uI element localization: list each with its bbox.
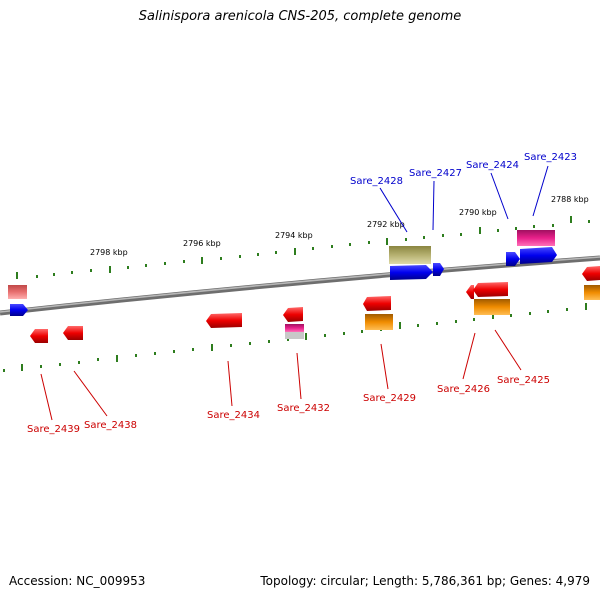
gene-label-sare-2438: Sare_2438 — [84, 420, 137, 431]
gene-arrow-reverse — [363, 296, 391, 311]
kbp-label-2796: 2796 kbp — [183, 239, 221, 248]
kbp-label-2790: 2790 kbp — [459, 208, 497, 217]
gene-arrow-reverse — [30, 329, 48, 343]
genome-summary-text: Topology: circular; Length: 5,786,361 bp… — [260, 574, 590, 588]
kbp-label-2788: 2788 kbp — [551, 195, 589, 204]
gene-arrow-forward — [390, 265, 433, 280]
kbp-label-2798: 2798 kbp — [90, 248, 128, 257]
upper-scale-ticks — [16, 216, 590, 279]
gene-label-sare-2426: Sare_2426 — [437, 384, 490, 395]
gene-arrow-forward — [10, 304, 28, 316]
gene-label-sare-2439: Sare_2439 — [27, 424, 80, 435]
gene-feature-pink — [285, 324, 304, 332]
kbp-label-2792: 2792 kbp — [367, 220, 405, 229]
gene-label-sare-2432: Sare_2432 — [277, 403, 330, 414]
gene-feature-orange — [365, 314, 393, 330]
map-title: Salinispora arenicola CNS-205, complete … — [138, 9, 462, 24]
lower-label-leaders — [40, 329, 522, 421]
gene-arrow-reverse — [473, 282, 508, 297]
gene-feature-salmon — [8, 285, 27, 299]
gene-label-sare-2423: Sare_2423 — [524, 152, 577, 163]
gene-arrow-reverse — [582, 266, 600, 281]
gene-arrow-reverse — [283, 307, 303, 322]
gene-feature-pink — [517, 230, 555, 246]
gene-label-sare-2427: Sare_2427 — [409, 168, 462, 179]
gene-arrow-forward — [506, 252, 520, 266]
upper-label-leaders — [379, 165, 549, 233]
gene-arrow-reverse — [466, 285, 474, 299]
gene-label-sare-2425: Sare_2425 — [497, 375, 550, 386]
gene-feature-orange — [584, 285, 600, 300]
accession-text: Accession: NC_009953 — [9, 574, 146, 588]
gene-feature-grey — [285, 332, 304, 339]
kbp-label-2794: 2794 kbp — [275, 231, 313, 240]
gene-arrow-reverse — [63, 326, 83, 340]
gene-label-sare-2424: Sare_2424 — [466, 160, 519, 171]
gene-arrow-reverse — [206, 313, 242, 328]
gene-arrow-forward — [433, 263, 444, 276]
gene-label-sare-2429: Sare_2429 — [363, 393, 416, 404]
gene-label-sare-2428: Sare_2428 — [350, 176, 403, 187]
gene-feature-olive — [389, 246, 431, 264]
gene-label-sare-2434: Sare_2434 — [207, 410, 260, 421]
gene-feature-orange — [474, 299, 510, 315]
gene-arrow-forward — [520, 247, 557, 264]
